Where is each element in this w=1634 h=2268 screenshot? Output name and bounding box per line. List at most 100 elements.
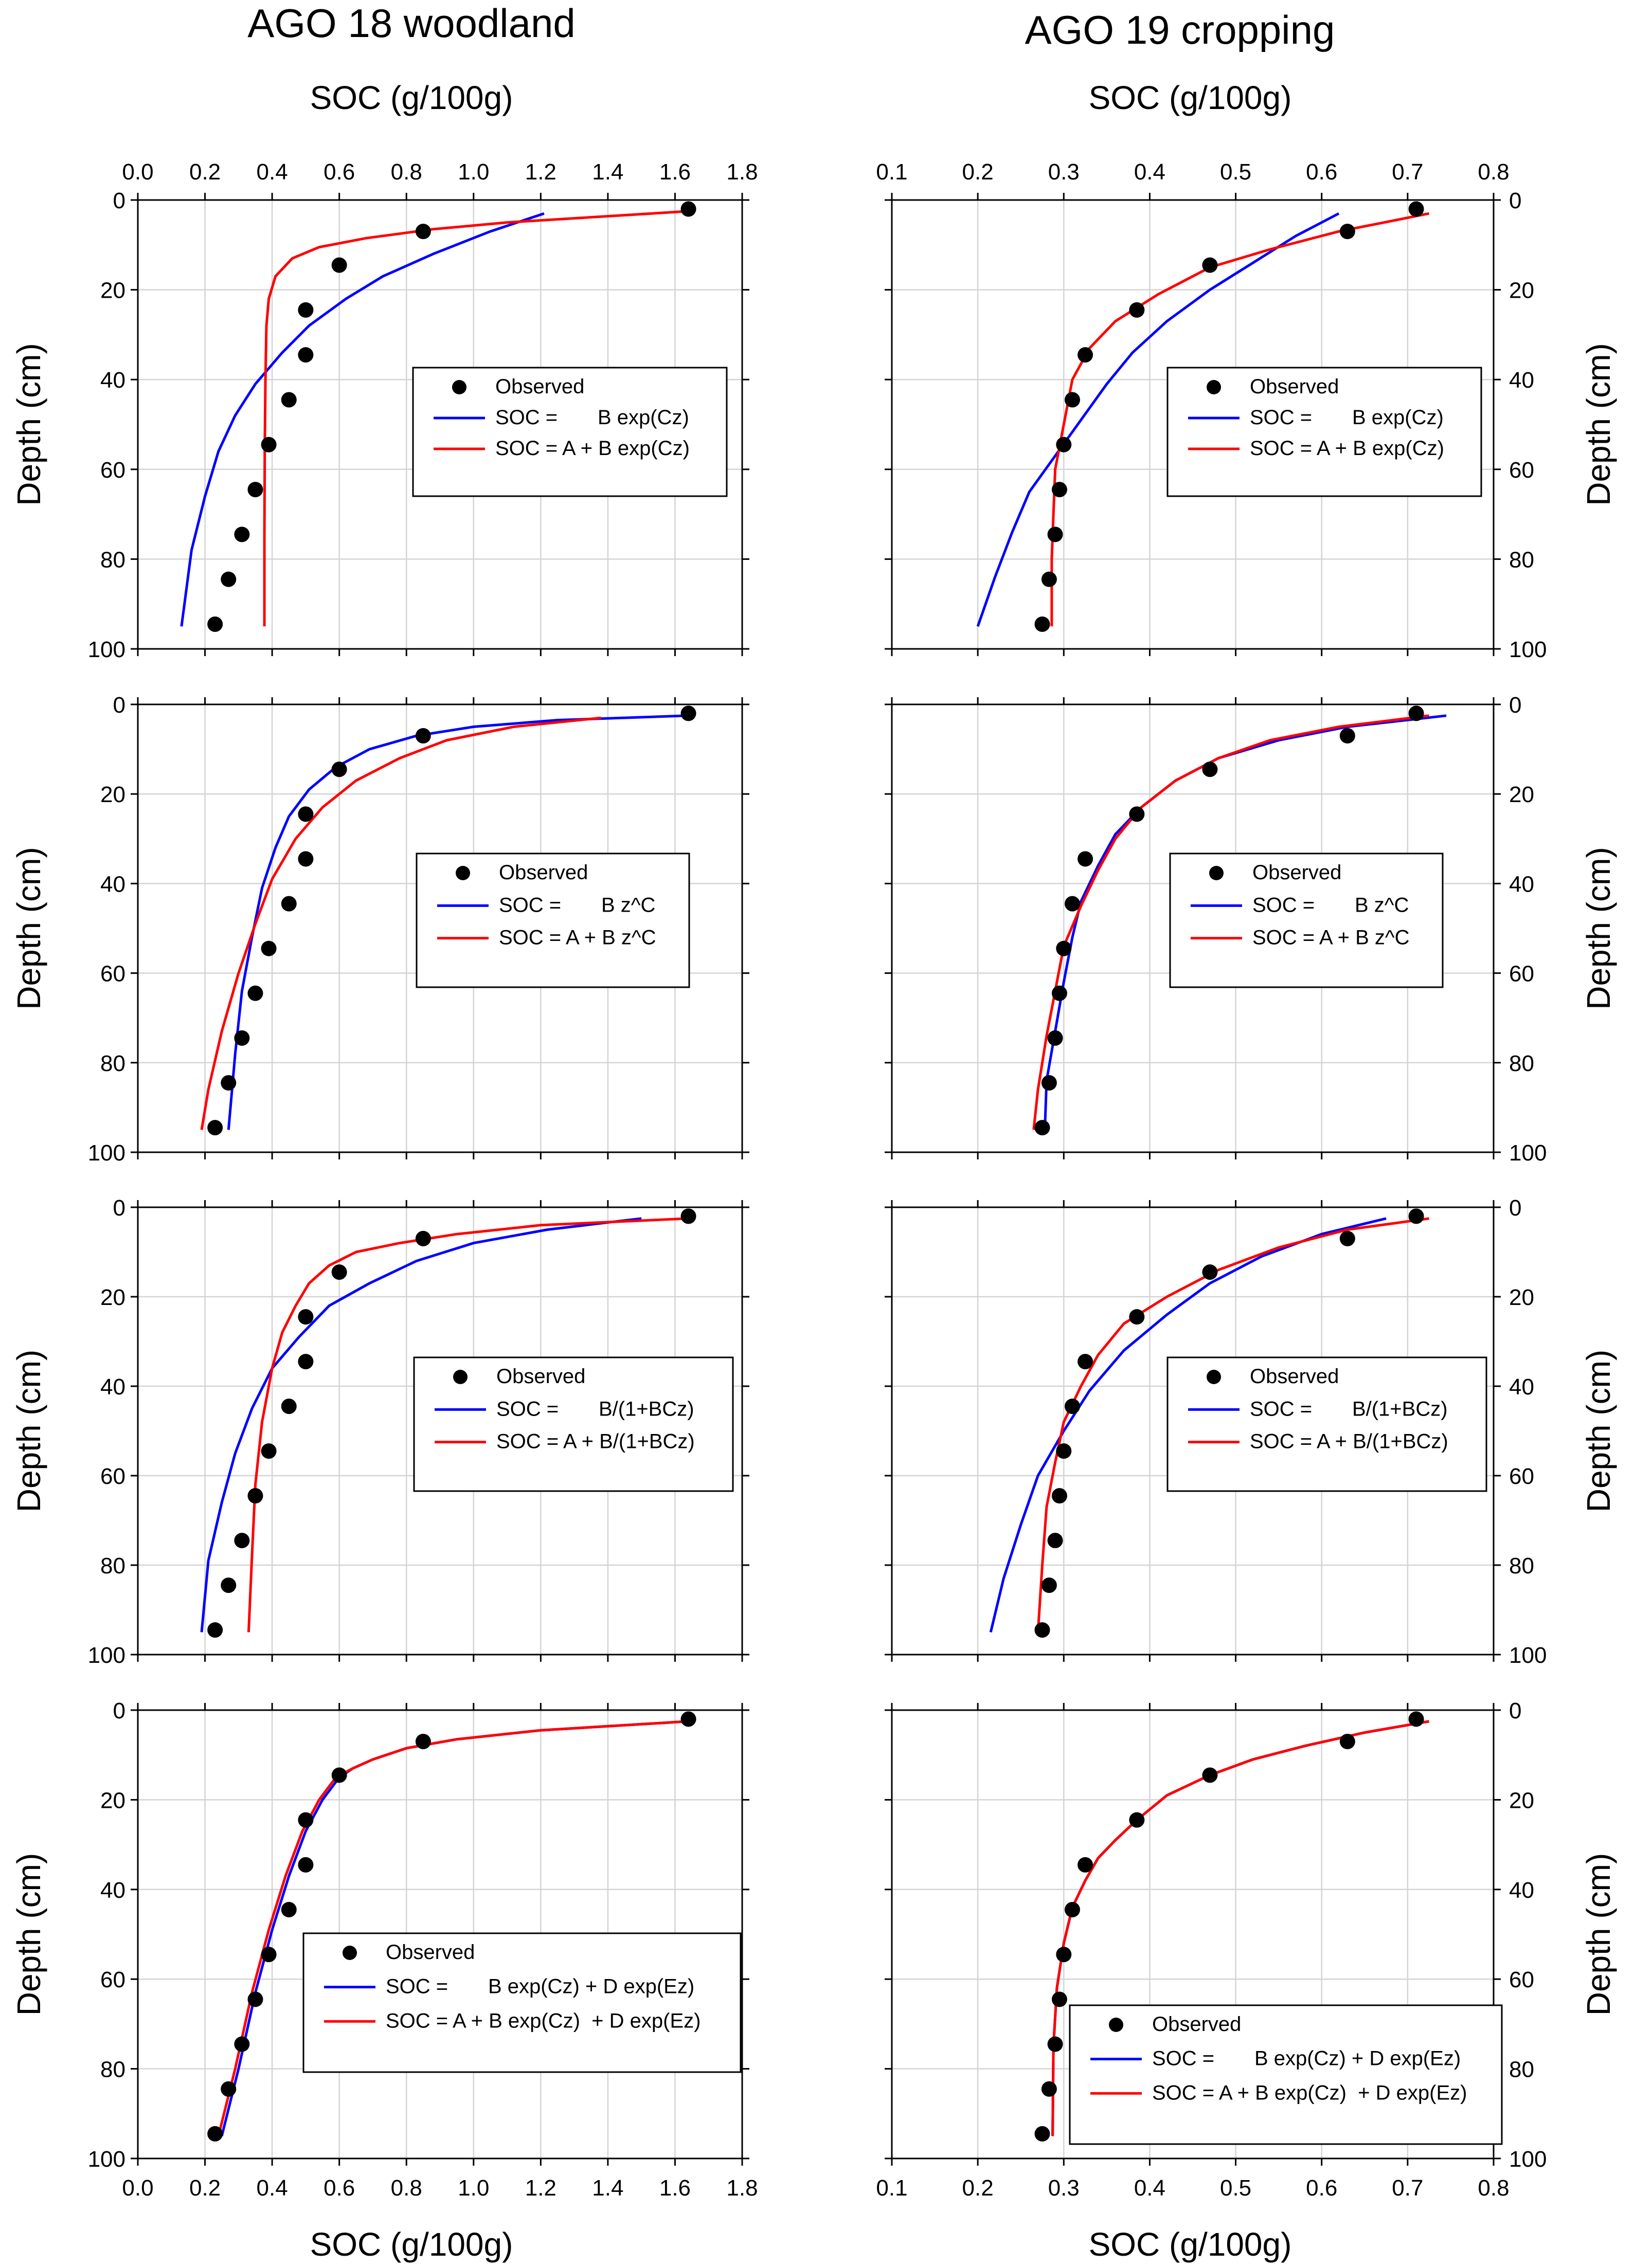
panel-2-left-observed-point bbox=[680, 705, 696, 721]
panel-2-right-observed-point bbox=[1078, 851, 1093, 867]
panel-4-right-x-tick-label: 0.7 bbox=[1392, 2175, 1423, 2201]
panel-1-right-x-tick-label: 0.2 bbox=[962, 159, 994, 185]
panel-3-right-y-tick-label: 60 bbox=[1509, 1464, 1534, 1489]
panel-2-right-observed-point bbox=[1065, 896, 1080, 912]
panel-1-right-observed-point bbox=[1034, 616, 1050, 632]
panel-1-left-x-tick-label: 1.4 bbox=[592, 159, 623, 185]
panel-4-right-observed-point bbox=[1034, 2126, 1050, 2142]
panel-1-left-observed-point bbox=[247, 482, 263, 498]
panel-2-right-y-tick-label: 80 bbox=[1509, 1051, 1534, 1076]
left-column-title: AGO 18 woodland bbox=[247, 1, 575, 46]
panel-2-left-legend-observed-label: Observed bbox=[499, 861, 588, 884]
panel-2-left-series-1-line bbox=[227, 714, 689, 1130]
panel-4-right-y-tick-label: 40 bbox=[1509, 1878, 1534, 1903]
panel-4-right-observed-point bbox=[1041, 2081, 1057, 2097]
panel-3-left-y-tick-label: 40 bbox=[100, 1374, 125, 1400]
panel-2-left-observed-point bbox=[221, 1075, 237, 1091]
panel-2-left-legend: Observed SOC = B z^C SOC = A + B z^C bbox=[416, 852, 690, 988]
panel-4-right-x-tick-label: 0.4 bbox=[1134, 2175, 1165, 2201]
panel-3-left-observed-point bbox=[234, 1533, 250, 1549]
panel-3-right-y-tick-label: 40 bbox=[1509, 1374, 1534, 1400]
panel-2-right-y-tick-label: 60 bbox=[1509, 961, 1534, 987]
panel-4-left-x-tick-label: 1.2 bbox=[525, 2175, 556, 2201]
panel-4-left-x-tick-label: 1.8 bbox=[726, 2175, 758, 2201]
panel-1-right-observed-point bbox=[1408, 201, 1424, 217]
panel-4-right-x-tick-label: 0.3 bbox=[1048, 2175, 1080, 2201]
panel-3-left: 0 20 40 60 80 100 Depth (cm) Observed SOC = B/(1… bbox=[10, 1195, 749, 1668]
panel-1-right-observed-point bbox=[1056, 437, 1072, 452]
panel-4-left-legend-observed-marker bbox=[343, 1946, 357, 1960]
panel-1-left-observed-point bbox=[415, 224, 431, 240]
panel-4-right-observed-point bbox=[1129, 1812, 1145, 1828]
panel-1-left-observed-point bbox=[680, 201, 696, 217]
top-left-x-axis-title: SOC (g/100g) bbox=[310, 79, 513, 116]
panel-4-left-legend-observed-label: Observed bbox=[386, 1941, 475, 1964]
panel-3-right-legend-box bbox=[1166, 1356, 1487, 1492]
panel-1-right-legend-observed-label: Observed bbox=[1250, 375, 1339, 398]
panel-1-right-x-tick-label: 0.7 bbox=[1392, 159, 1423, 185]
panel-1-right-y-tick-label: 80 bbox=[1509, 547, 1534, 572]
panel-4-right-frame bbox=[891, 1709, 1495, 2160]
panel-2-left-y-tick-label: 0 bbox=[113, 693, 125, 718]
top-right-x-axis-title: SOC (g/100g) bbox=[1089, 79, 1292, 116]
panel-3-left-legend-observed-marker bbox=[453, 1370, 468, 1384]
panel-2-right-observed-point bbox=[1034, 1120, 1050, 1136]
panel-4-right-legend-observed-label: Observed bbox=[1152, 2013, 1241, 2036]
panel-4-left-x-tick-label: 0.4 bbox=[257, 2175, 288, 2201]
panel-3-left-y-tick-label: 0 bbox=[113, 1195, 125, 1221]
panel-1-left-legend-observed-marker bbox=[452, 380, 466, 394]
panel-3-right-legend: Observed SOC = B/(1+BCz) SOC = A + B/(1+BC… bbox=[1166, 1356, 1487, 1492]
panel-4-left-observed-point bbox=[261, 1947, 277, 1963]
panel-4-left: 0 20 40 60 80 100 Depth (cm) 0.0 0.2 0.4 0.6 0.8 1.0… bbox=[10, 1698, 758, 2201]
panel-2-right-legend: Observed SOC = B z^C SOC = A + B z^C bbox=[1169, 852, 1444, 988]
panel-1-left-y-tick-label: 0 bbox=[113, 188, 125, 213]
panel-1-right-y-axis-title: Depth (cm) bbox=[1580, 343, 1617, 506]
panel-1-left-x-tick-label: 0.2 bbox=[189, 159, 221, 185]
panel-1-left-legend-series-1-label: SOC = B exp(Cz) bbox=[495, 406, 689, 429]
panel-3-left-observed-point bbox=[415, 1230, 431, 1246]
panel-2-right-y-tick-label: 20 bbox=[1509, 782, 1534, 807]
panel-4-left-frame bbox=[137, 1709, 743, 2160]
panel-1-right-observed-point bbox=[1065, 392, 1080, 408]
panel-1-left-observed-point bbox=[234, 527, 250, 542]
panel-3-right-observed-point bbox=[1339, 1230, 1355, 1246]
panel-1-right-legend-series-2-label: SOC = A + B exp(Cz) bbox=[1250, 437, 1444, 460]
panel-4-left-observed-point bbox=[247, 1991, 263, 2007]
panel-3-left-series-2-line bbox=[247, 1217, 689, 1632]
panel-4-left-observed-point bbox=[207, 2126, 223, 2142]
panel-4-right-observed-point bbox=[1065, 1902, 1080, 1918]
panel-4-left-observed-point bbox=[281, 1902, 297, 1918]
panel-1-left-x-tick-label: 0.4 bbox=[257, 159, 288, 185]
panel-4-right-y-tick-label: 100 bbox=[1509, 2147, 1547, 2172]
panel-4-left-observed-point bbox=[298, 1857, 314, 1873]
panel-4-left-y-tick-label: 100 bbox=[88, 2147, 125, 2172]
panel-4-left-y-axis-title: Depth (cm) bbox=[10, 1853, 47, 2016]
panel-3-left-frame bbox=[137, 1206, 743, 1656]
panel-2-left-y-tick-label: 60 bbox=[100, 961, 125, 987]
panel-2-left-observed-point bbox=[247, 985, 263, 1001]
panel-2-left-observed-point bbox=[261, 940, 277, 956]
panel-2-right-series-1-line bbox=[1044, 714, 1447, 1130]
panel-3-left-y-tick-label: 60 bbox=[100, 1464, 125, 1489]
panel-3-left-legend-box bbox=[413, 1356, 734, 1492]
panel-4-left-legend-series-2-label: SOC = A + B exp(Cz) + D exp(Ez) bbox=[386, 2009, 701, 2032]
panel-2-right-observed-point bbox=[1129, 806, 1145, 822]
panel-4-left-legend-series-1-label: SOC = B exp(Cz) + D exp(Ez) bbox=[386, 1975, 694, 1998]
panel-1-right-y-tick-label: 60 bbox=[1509, 458, 1534, 483]
panel-1-left-series-1-line bbox=[180, 212, 545, 627]
panel-1-left-y-tick-label: 40 bbox=[100, 368, 125, 393]
panel-2-right-y-tick-label: 40 bbox=[1509, 872, 1534, 897]
panel-2-left-observed-point bbox=[415, 728, 431, 743]
panel-3-left-series-1-line bbox=[200, 1217, 642, 1632]
panel-4-left-observed-point bbox=[234, 2036, 250, 2052]
panel-3-right-observed-point bbox=[1056, 1443, 1072, 1459]
panel-3-right-observed-point bbox=[1129, 1309, 1145, 1325]
panel-4-left-series-1-line bbox=[220, 1720, 689, 2137]
panel-4-left-observed-point bbox=[680, 1711, 696, 1727]
panel-4-left-series-2-line bbox=[217, 1720, 689, 2137]
panel-3-right-legend-observed-label: Observed bbox=[1250, 1365, 1339, 1388]
panel-1-left-observed-point bbox=[261, 437, 277, 452]
panel-3-left-observed-point bbox=[261, 1443, 277, 1459]
panel-3-right-observed-point bbox=[1034, 1622, 1050, 1638]
panel-3-right-observed-point bbox=[1078, 1354, 1093, 1370]
